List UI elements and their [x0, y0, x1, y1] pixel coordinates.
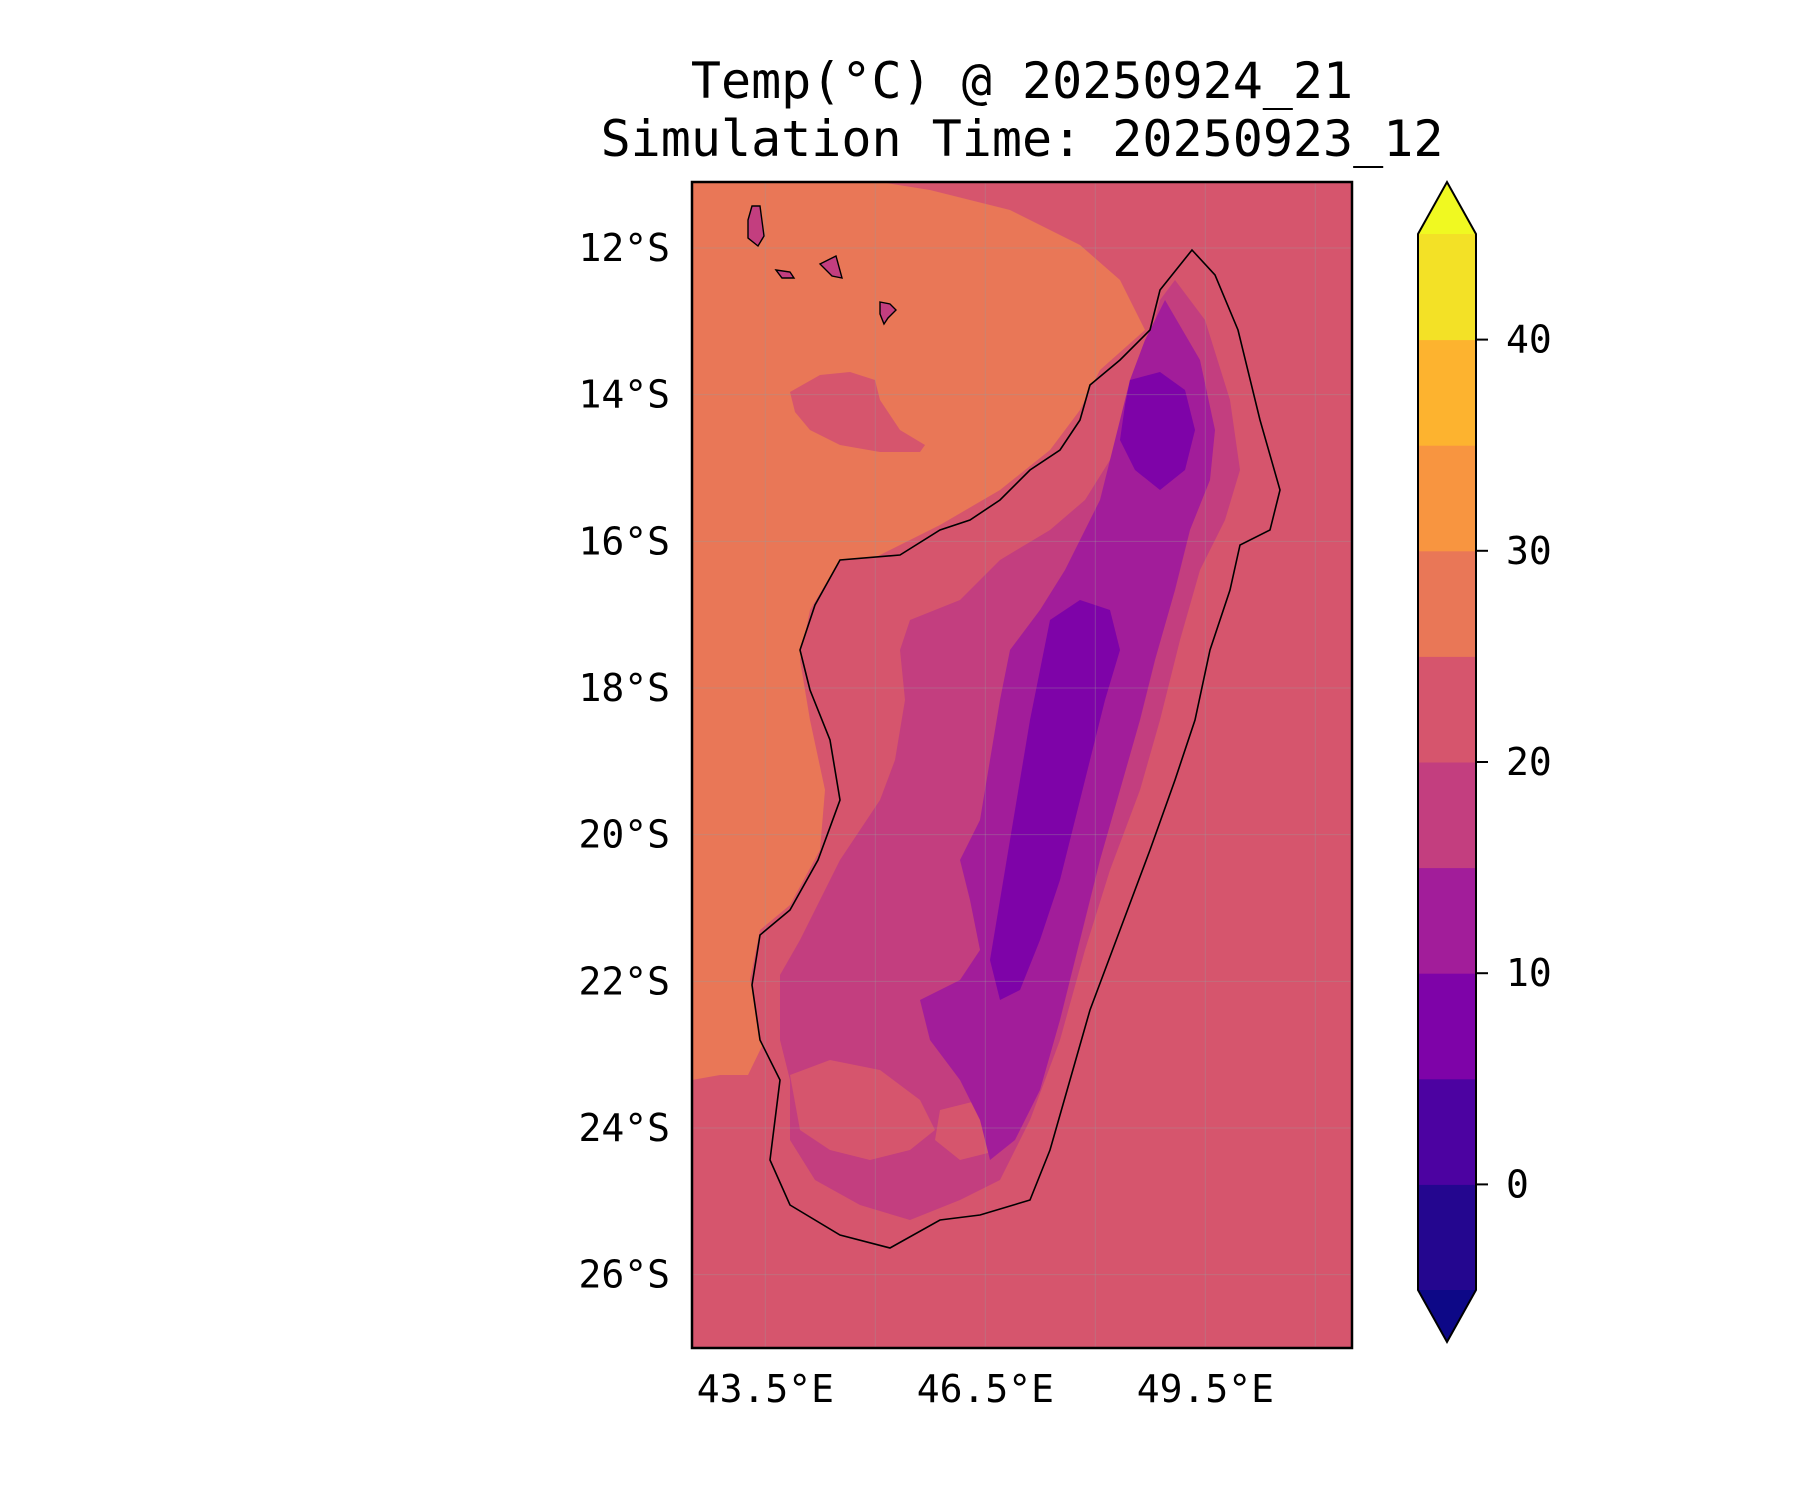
lat-tick-label: 26°S: [578, 1253, 670, 1297]
temp-band-5-10: [1120, 372, 1195, 490]
lon-tick-label: 43.5°E: [697, 1367, 834, 1411]
map-gridlines: [692, 182, 1352, 1348]
mayotte-island: [879, 301, 897, 326]
colorbar-bin: [1418, 867, 1476, 974]
warm-interior-patch-1: [790, 1060, 935, 1160]
colorbar-bin: [1418, 1184, 1476, 1291]
title-line-1: Temp(°C) @ 20250924_21: [691, 52, 1353, 110]
colorbar-bin: [1418, 762, 1476, 869]
colorbar-extend-max: [1418, 182, 1476, 234]
comoros-island-1: [747, 205, 765, 248]
map-panel: 43.5°E 46.5°E 49.5°E 12°S 14°S 16°S 18°S 20°S 2…: [578, 180, 1354, 1411]
colorbar-bin: [1418, 973, 1476, 1080]
colorbar-bin: [1418, 445, 1476, 552]
colorbar: 0 10 20 30 40: [1417, 179, 1552, 1345]
comoros-island-3: [818, 254, 843, 279]
lat-tick-label: 22°S: [578, 959, 670, 1003]
title-line-2: Simulation Time: 20250923_12: [601, 110, 1444, 168]
colorbar-tick-label: 40: [1506, 318, 1552, 362]
lat-tick-label: 14°S: [578, 373, 670, 417]
lon-tick-label: 46.5°E: [917, 1367, 1054, 1411]
latitude-ticks: 12°S 14°S 16°S 18°S 20°S 22°S 24°S 26°S: [578, 226, 670, 1297]
colorbar-tick-label: 30: [1506, 529, 1552, 573]
colorbar-bin: [1418, 339, 1476, 446]
colorbar-bin: [1418, 1078, 1476, 1185]
lat-tick-label: 20°S: [578, 813, 670, 857]
comoros-island-2: [774, 269, 796, 279]
colorbar-tick-label: 10: [1506, 951, 1552, 995]
colorbar-extend-min: [1418, 1290, 1476, 1342]
lon-tick-label: 49.5°E: [1137, 1367, 1274, 1411]
colorbar-bin: [1418, 656, 1476, 763]
colorbar-bin: [1418, 550, 1476, 657]
lat-tick-label: 16°S: [578, 519, 670, 563]
madagascar-coastline: [751, 248, 1281, 1249]
colorbar-bin: [1418, 234, 1476, 341]
lat-tick-label: 12°S: [578, 226, 670, 270]
colorbar-tick-label: 0: [1506, 1162, 1529, 1206]
temp-band-5-10-central: [990, 600, 1120, 1000]
colorbar-outline: [1417, 179, 1477, 1345]
lat-tick-label: 18°S: [578, 666, 670, 710]
colorbar-tick-label: 20: [1506, 740, 1552, 784]
longitude-ticks: 43.5°E 46.5°E 49.5°E: [697, 1367, 1274, 1411]
map-frame: [690, 180, 1354, 1350]
lat-tick-label: 24°S: [578, 1106, 670, 1150]
cool-sea-patch: [790, 372, 925, 452]
